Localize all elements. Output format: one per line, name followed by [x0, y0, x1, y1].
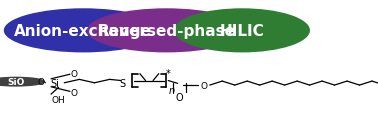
Text: Si: Si — [50, 78, 59, 88]
Ellipse shape — [4, 9, 163, 53]
Text: OH: OH — [52, 95, 65, 104]
Text: S: S — [120, 78, 126, 88]
Text: *: * — [166, 68, 170, 78]
Ellipse shape — [174, 9, 310, 53]
Text: O: O — [176, 92, 183, 102]
Text: O: O — [70, 88, 77, 97]
Text: O: O — [37, 78, 44, 86]
Text: O: O — [201, 81, 208, 90]
Ellipse shape — [87, 9, 246, 53]
Text: HILIC: HILIC — [220, 24, 264, 39]
Text: Reversed-phase: Reversed-phase — [97, 24, 235, 39]
Text: Anion-exchange: Anion-exchange — [14, 24, 152, 39]
Circle shape — [0, 78, 44, 86]
Text: O: O — [70, 69, 77, 78]
Text: n: n — [169, 85, 175, 95]
Text: SiO: SiO — [7, 78, 25, 86]
